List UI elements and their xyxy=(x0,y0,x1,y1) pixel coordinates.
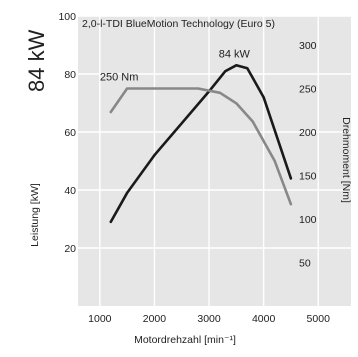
y-left-tick-label: 40 xyxy=(64,185,76,197)
x-tick-label: 2000 xyxy=(143,313,167,325)
x-tick-label: 1000 xyxy=(88,313,112,325)
y-right-tick-label: 250 xyxy=(299,83,317,95)
x-tick-label: 4000 xyxy=(252,313,276,325)
tick-labels: 1000 2000 3000 4000 5000 20 40 60 80 100 50 100 150 2… xyxy=(58,11,330,325)
power-curve xyxy=(109,64,293,224)
plot-area-background xyxy=(78,16,351,306)
y-axis-right-label: Drehmoment [Nm] xyxy=(340,117,352,203)
y-left-tick-label: 100 xyxy=(58,11,76,23)
y-left-tick-label: 80 xyxy=(64,69,76,81)
torque-peak-label: 250 Nm xyxy=(100,71,139,83)
data-labels: 84 kW 250 Nm xyxy=(100,48,251,83)
power-peak-label: 84 kW xyxy=(219,48,251,60)
y-right-tick-label: 50 xyxy=(299,257,311,269)
y-right-tick-label: 100 xyxy=(299,214,317,226)
torque-curve xyxy=(109,87,293,206)
y-right-tick-label: 150 xyxy=(299,170,317,182)
power-badge: 84 kW xyxy=(24,29,49,92)
y-right-tick-label: 200 xyxy=(299,127,317,139)
grid-lines xyxy=(78,15,351,306)
x-tick-label: 3000 xyxy=(197,313,221,325)
series-lines xyxy=(109,64,293,224)
y-right-tick-label: 300 xyxy=(299,40,317,52)
y-axis-left-label: Leistung [kW] xyxy=(29,183,41,247)
chart-title: 2,0-l-TDI BlueMotion Technology (Euro 5) xyxy=(82,18,275,30)
x-axis-label: Motordrehzahl [min⁻¹] xyxy=(134,334,236,346)
y-left-tick-label: 60 xyxy=(64,127,76,139)
y-left-tick-label: 20 xyxy=(64,243,76,255)
x-tick-label: 5000 xyxy=(307,313,331,325)
